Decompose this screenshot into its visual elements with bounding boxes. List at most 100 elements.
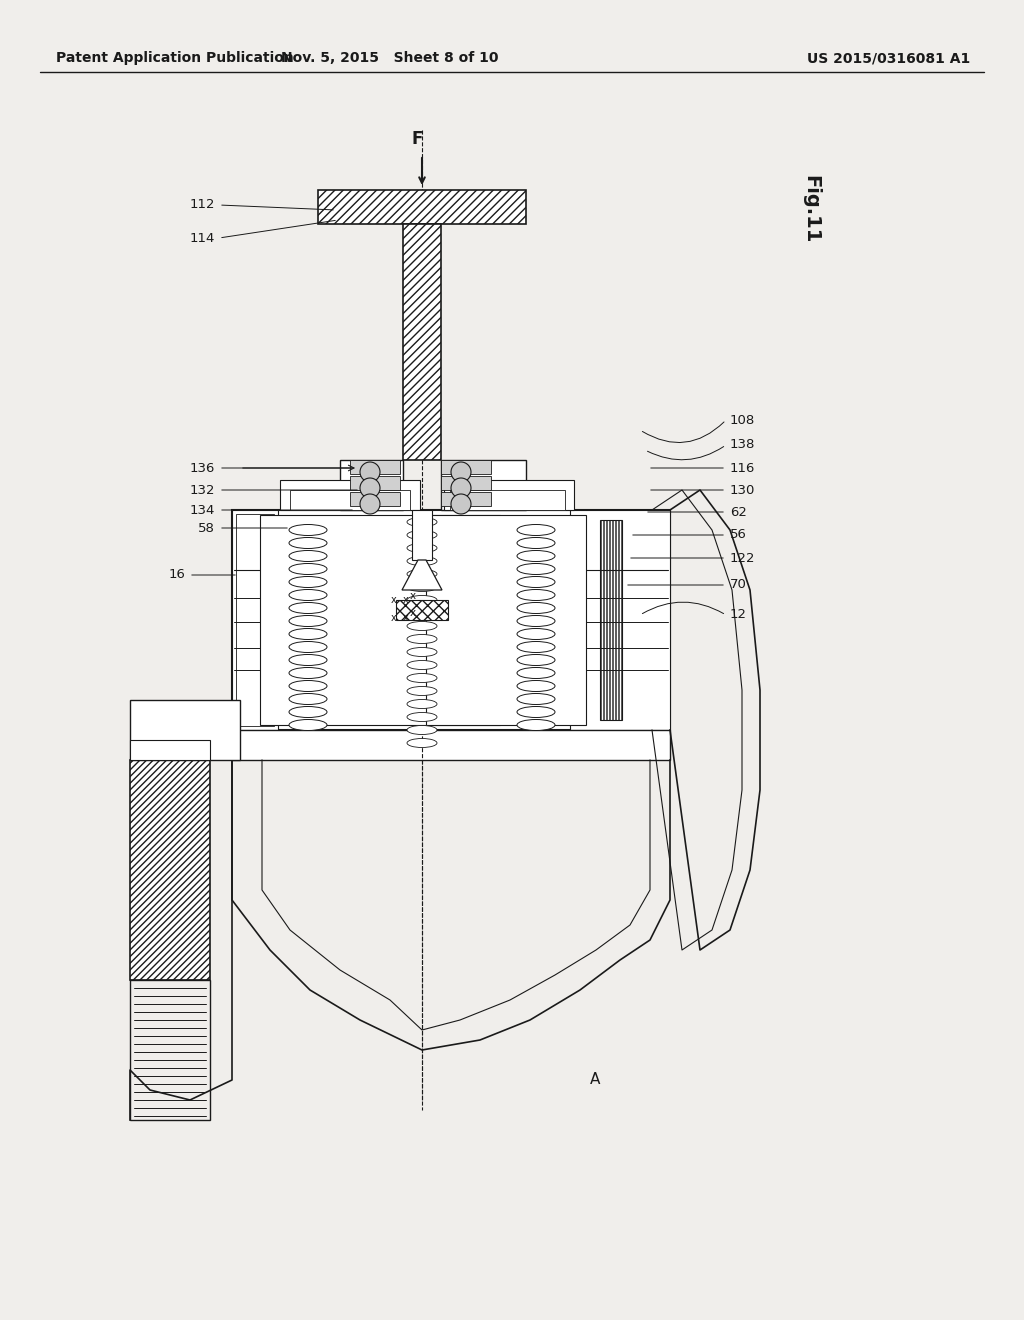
Bar <box>441 477 490 490</box>
Bar <box>232 510 260 730</box>
Text: Patent Application Publication: Patent Application Publication <box>56 51 294 65</box>
Text: A: A <box>590 1072 600 1088</box>
Text: x  x: x x <box>391 612 409 623</box>
Bar <box>441 459 490 474</box>
Ellipse shape <box>517 642 555 652</box>
Ellipse shape <box>289 564 327 574</box>
Bar <box>130 700 240 760</box>
Text: 108: 108 <box>730 413 756 426</box>
Text: x: x <box>410 591 416 601</box>
Circle shape <box>360 462 380 482</box>
Text: 136: 136 <box>189 462 215 474</box>
Bar <box>441 459 526 510</box>
Ellipse shape <box>289 628 327 639</box>
Ellipse shape <box>407 517 437 527</box>
Bar <box>396 601 449 620</box>
Ellipse shape <box>289 668 327 678</box>
Ellipse shape <box>407 531 437 540</box>
Ellipse shape <box>517 719 555 730</box>
Bar <box>412 510 432 560</box>
Ellipse shape <box>517 577 555 587</box>
Ellipse shape <box>407 635 437 644</box>
Ellipse shape <box>289 719 327 730</box>
Bar <box>340 459 403 510</box>
Ellipse shape <box>289 550 327 561</box>
Bar <box>318 190 526 224</box>
Circle shape <box>451 462 471 482</box>
Ellipse shape <box>407 700 437 709</box>
Text: US 2015/0316081 A1: US 2015/0316081 A1 <box>807 51 970 65</box>
Text: 70: 70 <box>730 578 746 591</box>
Bar <box>450 490 565 510</box>
Ellipse shape <box>289 706 327 718</box>
Bar <box>444 480 574 510</box>
Ellipse shape <box>517 537 555 549</box>
Ellipse shape <box>407 622 437 631</box>
Bar <box>130 741 210 760</box>
Text: x  x: x x <box>391 595 409 605</box>
Ellipse shape <box>407 726 437 734</box>
Ellipse shape <box>517 681 555 692</box>
Ellipse shape <box>289 537 327 549</box>
Ellipse shape <box>517 550 555 561</box>
Ellipse shape <box>517 524 555 536</box>
Bar <box>130 979 210 1119</box>
Text: 122: 122 <box>730 552 756 565</box>
Ellipse shape <box>517 706 555 718</box>
Ellipse shape <box>289 693 327 705</box>
Bar <box>350 459 400 474</box>
Text: F: F <box>412 129 423 148</box>
Bar <box>232 510 278 730</box>
Text: 132: 132 <box>189 483 215 496</box>
Text: 116: 116 <box>730 462 756 474</box>
Text: 112: 112 <box>189 198 215 211</box>
Bar <box>570 510 670 730</box>
Ellipse shape <box>407 660 437 669</box>
Ellipse shape <box>407 544 437 553</box>
Ellipse shape <box>407 582 437 591</box>
Ellipse shape <box>407 557 437 565</box>
Text: Fig.11: Fig.11 <box>801 176 820 243</box>
Bar <box>350 477 400 490</box>
Bar <box>426 515 586 725</box>
Ellipse shape <box>517 602 555 614</box>
Ellipse shape <box>289 524 327 536</box>
Text: 58: 58 <box>198 521 215 535</box>
Text: 12: 12 <box>730 609 746 622</box>
Bar <box>130 760 210 979</box>
Text: 130: 130 <box>730 483 756 496</box>
Ellipse shape <box>517 564 555 574</box>
Bar <box>236 513 274 726</box>
Circle shape <box>451 478 471 498</box>
Ellipse shape <box>289 615 327 627</box>
Circle shape <box>360 494 380 513</box>
Bar <box>350 492 400 506</box>
Bar <box>232 510 670 730</box>
Circle shape <box>451 494 471 513</box>
Circle shape <box>360 478 380 498</box>
Ellipse shape <box>289 577 327 587</box>
Ellipse shape <box>407 686 437 696</box>
Bar <box>290 490 410 510</box>
Text: x: x <box>410 609 416 618</box>
Bar <box>260 515 500 725</box>
Ellipse shape <box>517 655 555 665</box>
Ellipse shape <box>407 673 437 682</box>
Ellipse shape <box>407 713 437 722</box>
Text: 134: 134 <box>189 503 215 516</box>
Text: 56: 56 <box>730 528 746 541</box>
Bar <box>441 492 490 506</box>
Text: 16: 16 <box>168 569 185 582</box>
Ellipse shape <box>289 642 327 652</box>
Ellipse shape <box>289 681 327 692</box>
Ellipse shape <box>517 590 555 601</box>
Ellipse shape <box>517 615 555 627</box>
Bar <box>600 520 622 719</box>
Text: 138: 138 <box>730 438 756 451</box>
Ellipse shape <box>289 655 327 665</box>
Bar <box>232 730 670 760</box>
Polygon shape <box>402 560 442 590</box>
Text: 114: 114 <box>189 231 215 244</box>
Ellipse shape <box>407 569 437 578</box>
Ellipse shape <box>407 609 437 618</box>
